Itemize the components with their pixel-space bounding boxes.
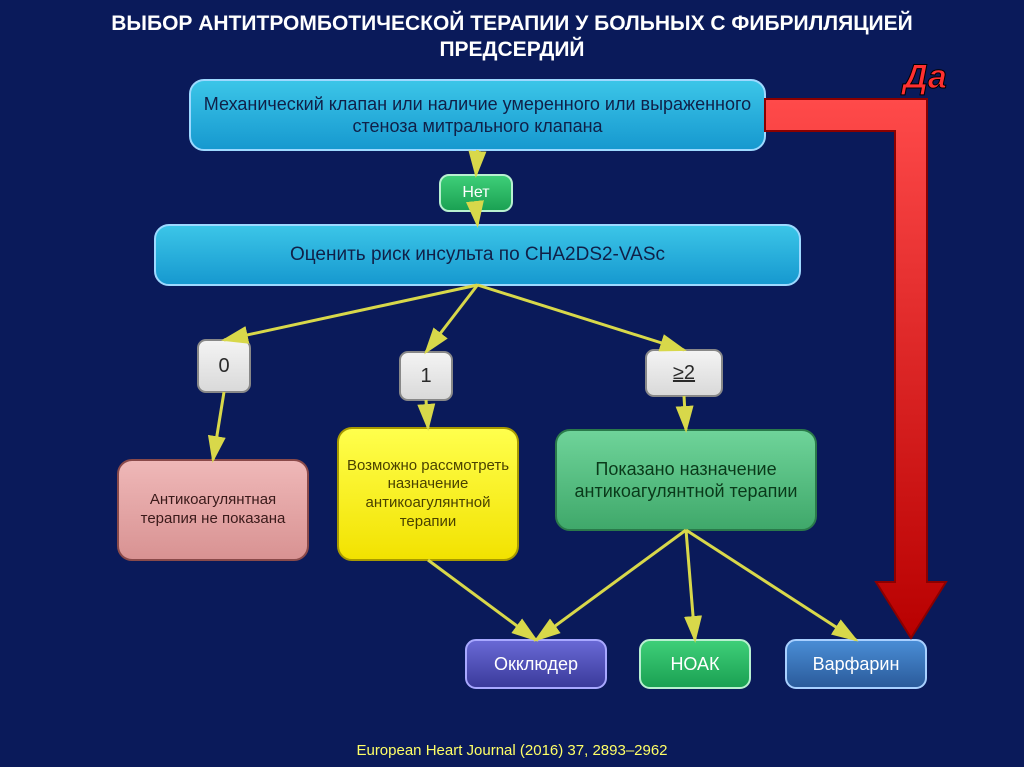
node-anticoag-indicated: Показано назначение антикоагулянтной тер… — [556, 430, 816, 530]
flowchart-stage: ВЫБОР АНТИТРОМБОТИЧЕСКОЙ ТЕРАПИИ У БОЛЬН… — [0, 0, 1024, 767]
node-noac: НОАК — [640, 640, 750, 688]
node-no-tag: Нет — [440, 175, 512, 211]
node-warfarin: Варфарин — [786, 640, 926, 688]
node-occluder: Окклюдер — [466, 640, 606, 688]
chart-title: ВЫБОР АНТИТРОМБОТИЧЕСКОЙ ТЕРАПИИ У БОЛЬН… — [80, 12, 944, 62]
source-citation: European Heart Journal (2016) 37, 2893–2… — [0, 740, 1024, 762]
node-anticoag-consider: Возможно рассмотреть назначение антикоаг… — [338, 428, 518, 560]
node-score-ge2: ≥2 — [646, 350, 722, 396]
node-anticoag-not-indicated: Антикоагулянтная терапия не показана — [118, 460, 308, 560]
yes-label: Да — [880, 55, 970, 100]
node-score-1: 1 — [400, 352, 452, 400]
node-cha2ds2-vasc-question: Оценить риск инсульта по CHA2DS2-VASc — [155, 225, 800, 285]
node-mechanical-valve-question: Механический клапан или наличие умеренно… — [190, 80, 765, 150]
node-score-0: 0 — [198, 340, 250, 392]
